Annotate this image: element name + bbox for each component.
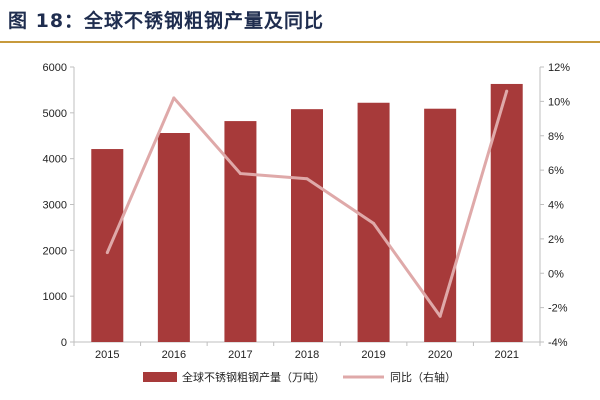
y-right-tick-label: 4% [548,200,564,212]
y-right-tick-label: 6% [548,165,564,177]
y-left-tick-label: 3000 [43,200,67,212]
yoy-point-2020 [438,314,442,318]
y-left-tick-label: 6000 [43,62,67,74]
tick-labels: 0 1000 2000 3000 4000 5000 6000 -4% -2% 0% 2% 4% 6% 8… [43,62,571,361]
x-tick-label: 2018 [295,349,319,361]
x-tick-label: 2021 [494,349,518,361]
yoy-point-2016 [172,96,176,100]
yoy-point-2019 [372,221,376,225]
yoy-point-2015 [105,251,109,255]
y-right-tick-label: -4% [548,337,568,349]
y-right-tick-label: 10% [548,96,570,108]
y-left-tick-label: 4000 [43,154,67,166]
bar-2018 [291,109,323,343]
yoy-point-2018 [305,177,309,181]
y-right-tick-label: 8% [548,131,564,143]
x-tick-label: 2015 [95,349,119,361]
y-right-tick-label: -2% [548,303,568,315]
title-underline [0,41,600,43]
bar-2021 [490,83,523,342]
legend: 全球不锈钢粗钢产量（万吨） 同比（右轴） [143,370,456,384]
bar-2016 [157,133,190,342]
y-left-tick-label: 2000 [43,245,67,257]
figure-title: 图 18：全球不锈钢粗钢产量及同比 [8,10,325,32]
y-right-tick-label: 12% [548,62,570,74]
yoy-point-2021 [505,89,509,93]
bar-2015 [91,149,124,342]
line-series [105,89,509,318]
y-left-tick-label: 5000 [43,108,67,120]
bar-series [91,83,523,343]
x-tick-label: 2020 [428,349,452,361]
bar-2020 [424,108,457,342]
y-left-tick-label: 0 [61,337,67,349]
legend-bar-label: 全球不锈钢粗钢产量（万吨） [182,370,325,384]
y-right-tick-label: 2% [548,234,564,246]
yoy-point-2017 [238,172,242,176]
legend-bar-swatch [143,372,177,382]
x-tick-label: 2016 [162,349,186,361]
bar-2017 [224,121,257,342]
legend-line-label: 同比（右轴） [390,370,456,384]
y-right-tick-label: 0% [548,268,564,280]
y-left-tick-label: 1000 [43,291,67,303]
x-tick-label: 2019 [361,349,385,361]
x-tick-label: 2017 [228,349,252,361]
